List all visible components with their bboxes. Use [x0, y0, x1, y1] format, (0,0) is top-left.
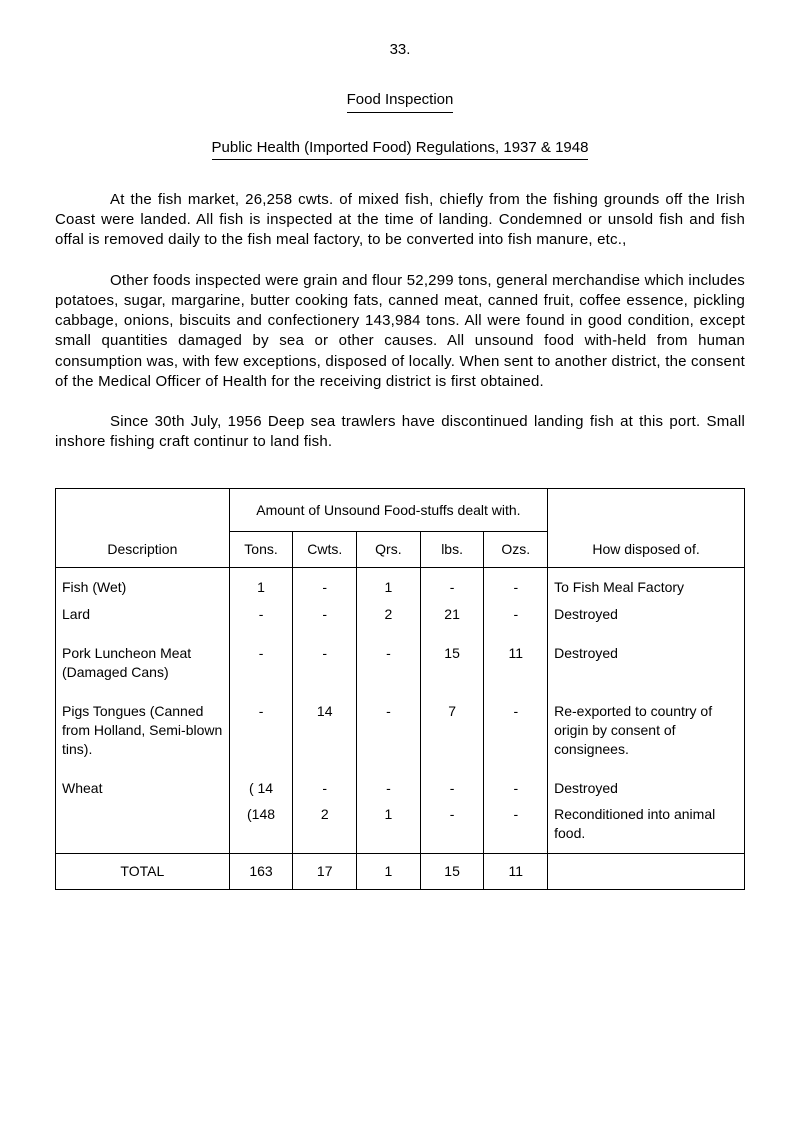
- cell-ozs: -: [484, 698, 548, 763]
- cell-desc: Pork Luncheon Meat (Damaged Cans): [56, 640, 230, 686]
- cell-tons: -: [229, 698, 293, 763]
- cell-lbs: -: [420, 568, 484, 601]
- paragraph-2: Other foods inspected were grain and flo…: [55, 271, 745, 393]
- table-row-spacer: [56, 763, 745, 775]
- cell-ozs: -: [484, 801, 548, 853]
- table-row: Wheat ( 14 - - - - Destroyed: [56, 775, 745, 802]
- col-tons: Tons.: [229, 532, 293, 568]
- cell-lbs: 21: [420, 601, 484, 628]
- cell-disposed: Reconditioned into animal food.: [548, 801, 745, 853]
- col-cwts: Cwts.: [293, 532, 357, 568]
- cell-qrs: -: [357, 640, 421, 686]
- title-section: Food Inspection: [55, 90, 745, 112]
- col-description: Description: [56, 488, 230, 568]
- cell-disposed: Destroyed: [548, 601, 745, 628]
- col-qrs: Qrs.: [357, 532, 421, 568]
- cell-desc: Lard: [56, 601, 230, 628]
- cell-tons: ( 14: [229, 775, 293, 802]
- table-row: Pigs Tongues (Canned from Holland, Semi-…: [56, 698, 745, 763]
- col-disposed: How disposed of.: [548, 488, 745, 568]
- cell-tons: -: [229, 601, 293, 628]
- paragraph-3: Since 30th July, 1956 Deep sea trawlers …: [55, 412, 745, 453]
- cell-cwts: -: [293, 640, 357, 686]
- paragraph-1: At the fish market, 26,258 cwts. of mixe…: [55, 190, 745, 251]
- cell-ozs: -: [484, 568, 548, 601]
- cell-qrs: 1: [357, 568, 421, 601]
- cell-tons: 1: [229, 568, 293, 601]
- cell-cwts: -: [293, 601, 357, 628]
- cell-ozs: -: [484, 775, 548, 802]
- cell-tons: -: [229, 640, 293, 686]
- amount-header: Amount of Unsound Food-stuffs dealt with…: [229, 488, 547, 532]
- total-label: TOTAL: [56, 854, 230, 890]
- cell-qrs: 2: [357, 601, 421, 628]
- cell-lbs: 15: [420, 640, 484, 686]
- cell-disposed: Destroyed: [548, 775, 745, 802]
- cell-disposed: Re-exported to country of origin by cons…: [548, 698, 745, 763]
- cell-ozs: -: [484, 601, 548, 628]
- cell-desc: Wheat: [56, 775, 230, 802]
- document-title: Food Inspection: [347, 90, 454, 112]
- cell-lbs: -: [420, 801, 484, 853]
- cell-cwts: 14: [293, 698, 357, 763]
- total-qrs: 1: [357, 854, 421, 890]
- cell-desc: Pigs Tongues (Canned from Holland, Semi-…: [56, 698, 230, 763]
- cell-tons: (148: [229, 801, 293, 853]
- table-row-spacer: [56, 686, 745, 698]
- subtitle-section: Public Health (Imported Food) Regulation…: [55, 138, 745, 160]
- cell-desc: [56, 801, 230, 853]
- col-lbs: lbs.: [420, 532, 484, 568]
- cell-lbs: -: [420, 775, 484, 802]
- table-row: Fish (Wet) 1 - 1 - - To Fish Meal Factor…: [56, 568, 745, 601]
- table-row-spacer: [56, 628, 745, 640]
- total-cwts: 17: [293, 854, 357, 890]
- total-disposed: [548, 854, 745, 890]
- cell-desc: Fish (Wet): [56, 568, 230, 601]
- cell-disposed: Destroyed: [548, 640, 745, 686]
- cell-qrs: 1: [357, 801, 421, 853]
- table-row: Lard - - 2 21 - Destroyed: [56, 601, 745, 628]
- total-tons: 163: [229, 854, 293, 890]
- cell-ozs: 11: [484, 640, 548, 686]
- cell-cwts: -: [293, 775, 357, 802]
- document-subtitle: Public Health (Imported Food) Regulation…: [212, 138, 589, 160]
- col-ozs: Ozs.: [484, 532, 548, 568]
- total-ozs: 11: [484, 854, 548, 890]
- total-row: TOTAL 163 17 1 15 11: [56, 854, 745, 890]
- cell-cwts: -: [293, 568, 357, 601]
- cell-lbs: 7: [420, 698, 484, 763]
- page-number: 33.: [55, 40, 745, 60]
- cell-qrs: -: [357, 775, 421, 802]
- cell-cwts: 2: [293, 801, 357, 853]
- total-lbs: 15: [420, 854, 484, 890]
- cell-disposed: To Fish Meal Factory: [548, 568, 745, 601]
- table-row: (148 2 1 - - Reconditioned into animal f…: [56, 801, 745, 853]
- unsound-food-table: Description Amount of Unsound Food-stuff…: [55, 488, 745, 891]
- table-row: Pork Luncheon Meat (Damaged Cans) - - - …: [56, 640, 745, 686]
- cell-qrs: -: [357, 698, 421, 763]
